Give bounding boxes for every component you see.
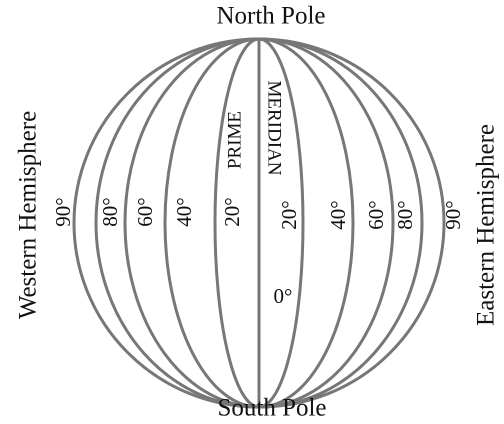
degree-label: 80° — [393, 200, 417, 229]
zero-degree-label: 0° — [274, 284, 293, 308]
degree-label: 90° — [441, 200, 465, 229]
north-pole: North Pole — [216, 3, 325, 30]
degree-label: 40° — [326, 200, 350, 229]
degree-label: 80° — [98, 197, 122, 226]
degree-label: 20° — [220, 197, 244, 226]
eastern-hemisphere: Eastern Hemisphere — [473, 124, 500, 326]
degree-label: 20° — [277, 200, 301, 229]
meridian-label: MERIDIAN — [264, 81, 285, 176]
prime-label: PRIME — [224, 111, 245, 169]
degree-label: 60° — [364, 200, 388, 229]
degree-label: 90° — [51, 197, 75, 226]
degree-label: 60° — [133, 197, 157, 226]
meridians — [72, 37, 446, 409]
western-hemisphere: Western Hemisphere — [15, 111, 42, 319]
degree-label: 40° — [172, 197, 196, 226]
degree-labels: 90° 80° 60° 40° 20° 20° 40° 60° 80° 90° — [51, 197, 465, 229]
south-pole: South Pole — [217, 395, 326, 422]
